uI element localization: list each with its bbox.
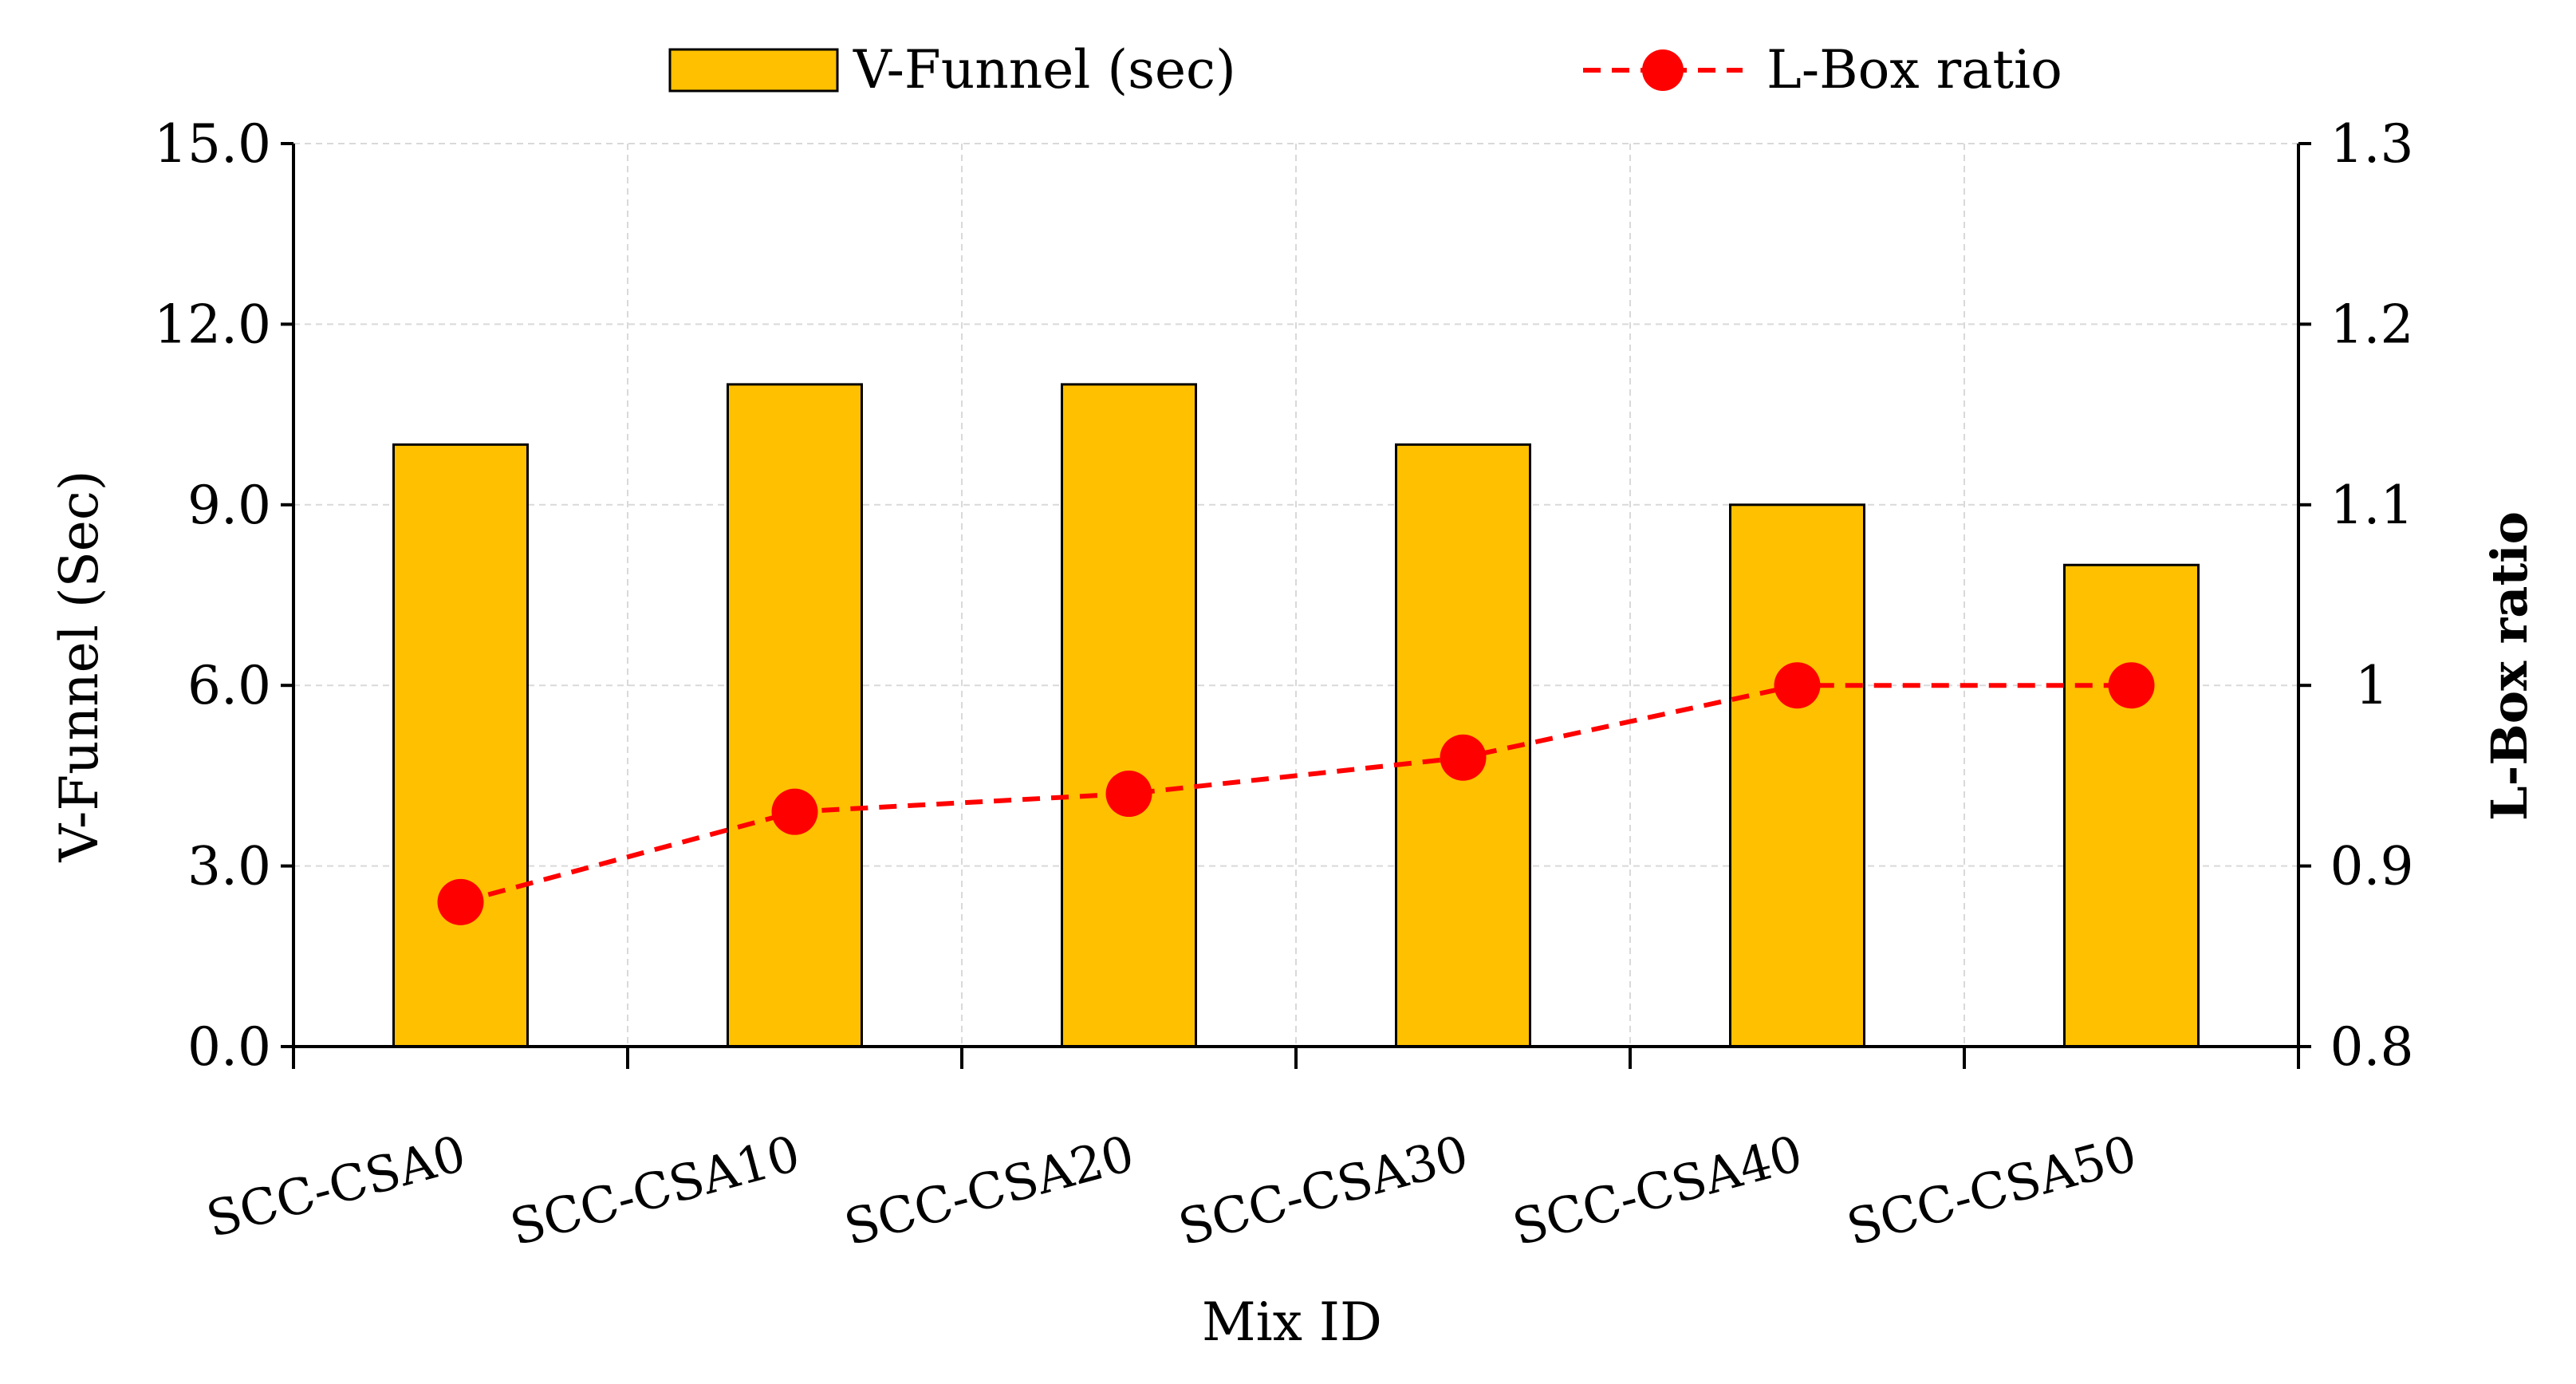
legend-label-bar: V-Funnel (sec) [853, 39, 1236, 101]
y-left-tick-label: 12.0 [154, 294, 271, 355]
bar [2063, 563, 2200, 1048]
legend-swatch-marker [1642, 49, 1684, 91]
line-point [1105, 771, 1152, 818]
bar [1729, 503, 1865, 1048]
x-tick-label: SCC-CSA50 [1841, 1124, 2142, 1257]
bar [1061, 383, 1197, 1048]
y-right-tick-label: 0.8 [2330, 1016, 2414, 1078]
x-tick-label: SCC-CSA30 [1172, 1124, 1474, 1257]
x-tick-label: SCC-CSA10 [504, 1124, 805, 1257]
y-left-tick-label: 3.0 [187, 836, 271, 897]
line-point [1774, 662, 1821, 709]
y-left-tick-label: 6.0 [187, 655, 271, 716]
line-point [1440, 734, 1487, 781]
x-axis-ticks: SCC-CSA0 SCC-CSA10 SCC-CSA20 SCC-CSA30 SCC-C… [200, 1047, 2300, 1257]
right-axis-ticks: 0.8 0.9 1 1.1 1.2 1.3 [2298, 113, 2413, 1078]
line-point [771, 788, 818, 835]
bar-series [392, 383, 2200, 1048]
legend-label-line: L-Box ratio [1767, 39, 2062, 101]
y-right-axis-title: L-Box ratio [2480, 511, 2539, 821]
legend: V-Funnel (sec) L-Box ratio [668, 39, 2062, 101]
y-right-tick-label: 1.3 [2330, 113, 2414, 175]
y-left-tick-label: 0.0 [187, 1016, 271, 1078]
x-tick-label: SCC-CSA40 [1507, 1124, 1808, 1257]
y-right-tick-label: 0.9 [2330, 836, 2414, 897]
y-left-tick-label: 9.0 [187, 475, 271, 536]
y-right-tick-label: 1.2 [2330, 294, 2414, 355]
x-tick-label: SCC-CSA20 [838, 1124, 1140, 1257]
bar [392, 443, 529, 1048]
grid-lines [293, 143, 2298, 1047]
x-tick-label: SCC-CSA0 [200, 1124, 471, 1249]
line-series [437, 662, 2155, 925]
y-right-tick-label: 1.1 [2330, 475, 2414, 536]
line-point [2108, 662, 2155, 709]
x-axis-title: Mix ID [1202, 1291, 1382, 1353]
left-axis-ticks: 0.0 3.0 6.0 9.0 12.0 15.0 [154, 113, 293, 1078]
y-left-tick-label: 15.0 [154, 113, 271, 175]
legend-swatch-bar [668, 48, 839, 93]
y-right-tick-label: 1 [2355, 655, 2389, 716]
bar [727, 383, 863, 1048]
line-point [437, 878, 484, 925]
y-left-axis-title: V-Funnel (Sec) [49, 470, 110, 862]
series-line [459, 683, 2132, 905]
